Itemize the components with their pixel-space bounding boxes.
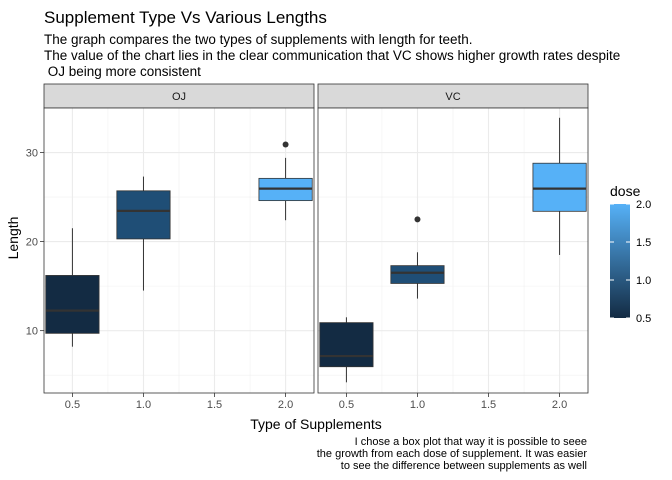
chart-subtitle-line-3: OJ being more consistent xyxy=(44,64,201,79)
y-tick-label: 30 xyxy=(26,148,38,160)
outlier-point xyxy=(414,216,421,223)
chart-subtitle-line-2: The value of the chart lies in the clear… xyxy=(44,48,620,63)
box-oj-dose-0.5 xyxy=(45,228,100,347)
box-iqr xyxy=(390,265,445,284)
x-tick-label: 1.0 xyxy=(136,399,151,411)
x-tick-label: 1.5 xyxy=(207,399,222,411)
box-vc-dose-1 xyxy=(390,216,445,299)
legend-colorbar xyxy=(610,204,630,318)
caption-line-3: to see the difference between supplement… xyxy=(341,460,587,472)
legend-title: dose xyxy=(610,183,641,199)
facet-strip-label: OJ xyxy=(172,91,186,103)
x-tick-label: 2.0 xyxy=(552,399,567,411)
caption-line-2: the growth from each dose of supplement.… xyxy=(317,448,588,460)
x-axis-label: Type of Supplements xyxy=(250,416,382,432)
facet-strip xyxy=(43,83,315,109)
x-tick-label: 2.0 xyxy=(278,399,293,411)
legend-tick-label: 1.0 xyxy=(636,275,651,287)
chart-subtitle-line-1: The graph compares the two types of supp… xyxy=(44,32,473,47)
box-iqr xyxy=(532,162,587,212)
x-tick-label: 1.5 xyxy=(481,399,496,411)
box-iqr xyxy=(116,190,171,240)
legend: dose 2.0 1.5 1.0 0.5 xyxy=(610,183,651,325)
outlier-point xyxy=(282,141,289,148)
legend-tick-label: 2.0 xyxy=(636,199,651,211)
panel-oj: OJ xyxy=(43,83,315,394)
legend-tick-label: 1.5 xyxy=(636,237,651,249)
box-iqr xyxy=(319,322,374,368)
x-tick-label: 0.5 xyxy=(65,399,80,411)
panel-border xyxy=(317,107,589,394)
y-tick-label: 20 xyxy=(26,237,38,249)
caption-line-1: I chose a box plot that way it is possib… xyxy=(355,436,587,448)
panel-border xyxy=(43,107,315,394)
y-axis-label: Length xyxy=(5,217,21,260)
panel-vc: VC xyxy=(317,83,589,394)
x-tick-label: 1.0 xyxy=(410,399,425,411)
y-axis: 10 20 30 xyxy=(26,148,44,338)
box-oj-dose-1 xyxy=(116,176,171,291)
x-tick-label: 0.5 xyxy=(339,399,354,411)
legend-tick-label: 0.5 xyxy=(636,313,651,325)
box-iqr xyxy=(45,275,100,334)
y-tick-label: 10 xyxy=(26,326,38,338)
x-axis: 0.5 1.0 1.5 2.0 0.5 1.0 1.5 2.0 xyxy=(65,393,567,411)
panels: OJ VC xyxy=(43,83,589,394)
facet-strip xyxy=(317,83,589,109)
chart-title: Supplement Type Vs Various Lengths xyxy=(44,8,327,27)
box-vc-dose-2 xyxy=(532,117,587,255)
box-oj-dose-2 xyxy=(258,141,313,221)
facet-strip-label: VC xyxy=(445,91,460,103)
box-vc-dose-0.5 xyxy=(319,317,374,383)
